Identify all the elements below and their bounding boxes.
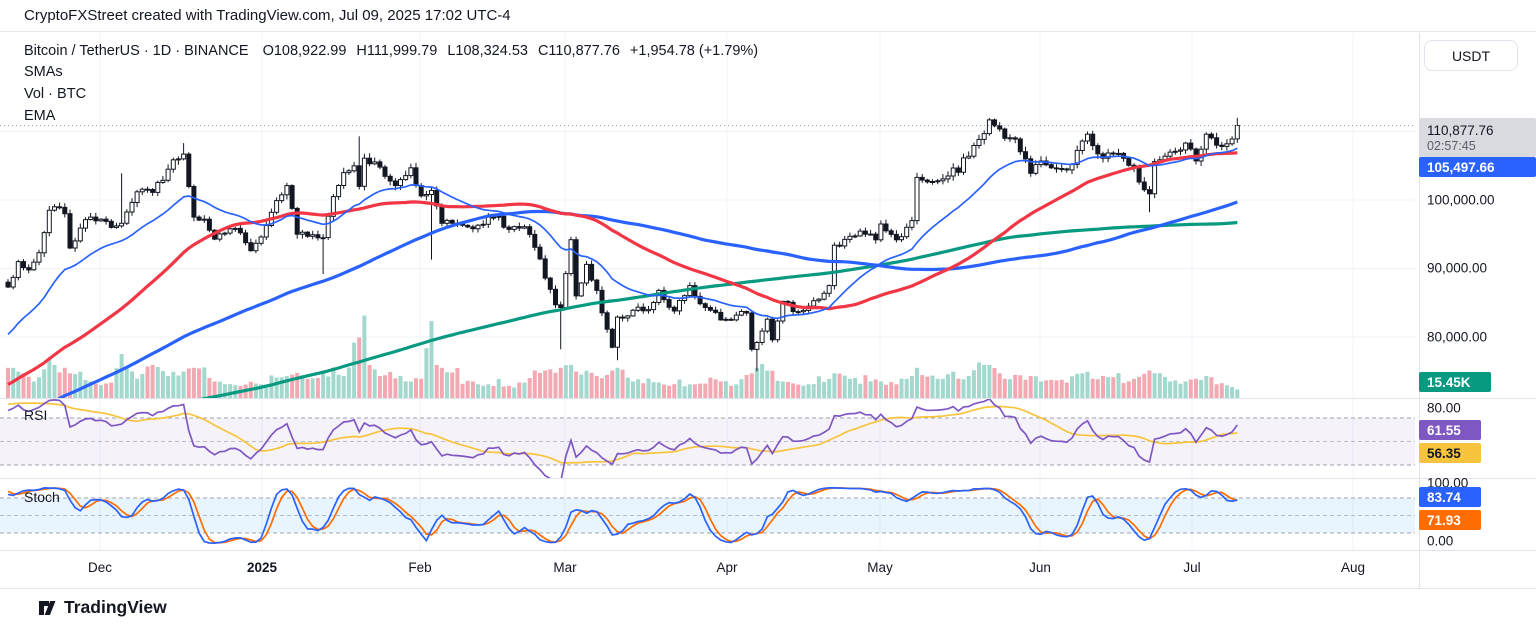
symbol-title-row: Bitcoin / TetherUS · 1D · BINANCE O108,9… [24, 41, 758, 61]
high-value: H111,999.79 [356, 42, 438, 59]
attribution-bar: CryptoFXStreet created with TradingView.… [0, 0, 1536, 32]
time-tick-label: Apr [716, 560, 738, 575]
tradingview-wordmark[interactable]: TradingView [64, 597, 167, 617]
time-tick-label: Dec [87, 560, 113, 575]
price-axis[interactable]: 100,000.00 90,000.00 80,000.00 80.00 100.00 0… [1419, 33, 1536, 588]
axis-tick-label: 80,000.00 [1427, 329, 1488, 345]
close-value: C110,877.76 [537, 42, 620, 59]
last-price-value: 110,877.76 [1427, 122, 1494, 138]
change-value: +1,954.78 (+1.79%) [629, 42, 759, 59]
ema-value-badge: 105,497.66 [1419, 157, 1536, 177]
time-tick-label: Feb [408, 560, 432, 575]
volume-value-badge: 15.45K [1419, 372, 1491, 392]
time-tick-label: Aug [1340, 560, 1366, 575]
rsi-ma-value-badge: 56.35 [1419, 443, 1481, 463]
smas-label: SMAs [24, 63, 63, 80]
attribution-text: CryptoFXStreet created with TradingView.… [24, 7, 511, 24]
stoch-k-value-badge: 83.74 [1419, 487, 1481, 507]
rsi-value-badge: 61.55 [1419, 420, 1481, 440]
time-tick-label: 2025 [246, 560, 278, 575]
tradingview-logo-icon[interactable] [38, 598, 57, 617]
time-tick-label: Mar [553, 560, 577, 575]
axis-tick-label: 90,000.00 [1427, 260, 1488, 276]
currency-toggle-button[interactable]: USDT [1424, 40, 1518, 71]
legend-item-volume[interactable]: Vol · BTC [24, 83, 758, 105]
chart-legend: Bitcoin / TetherUS · 1D · BINANCE O108,9… [24, 41, 758, 127]
stoch-pane-label[interactable]: Stoch [24, 489, 60, 505]
time-tick-label: May [867, 560, 893, 575]
time-tick-label: Jul [1183, 560, 1201, 575]
symbol-title[interactable]: Bitcoin / TetherUS · 1D · BINANCE [24, 42, 249, 59]
ema-label: EMA [24, 107, 56, 124]
open-value: O108,922.99 [262, 42, 347, 59]
time-tick-label: Jun [1029, 560, 1051, 575]
low-value: L108,324.53 [447, 42, 528, 59]
legend-item-smas[interactable]: SMAs [24, 61, 758, 83]
legend-item-ema[interactable]: EMA [24, 105, 758, 127]
axis-tick-label: 0.00 [1427, 533, 1454, 549]
axis-tick-label: 100,000.00 [1427, 192, 1495, 208]
stoch-d-value-badge: 71.93 [1419, 510, 1481, 530]
footer-branding: TradingView [38, 597, 167, 618]
rsi-pane-label[interactable]: RSI [24, 407, 48, 423]
axis-tick-label: 100.00 [1427, 475, 1469, 491]
time-axis[interactable]: Dec 2025 Feb Mar Apr May Jun Jul Aug [0, 550, 1536, 588]
last-price-badge: 110,877.76 02:57:45 [1419, 118, 1536, 157]
volume-label: Vol · BTC [24, 85, 87, 102]
bar-countdown: 02:57:45 [1427, 138, 1476, 153]
axis-tick-label: 80.00 [1427, 400, 1461, 416]
